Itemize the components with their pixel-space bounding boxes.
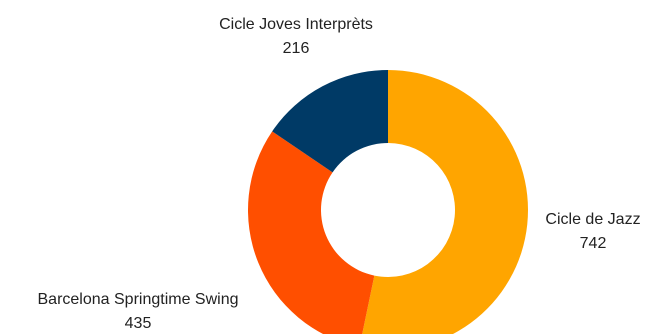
slice-label-value: 435 xyxy=(125,315,152,332)
slice-cicle-joves-interpr-ts xyxy=(272,70,388,173)
slice-label-name: Cicle Joves Interprèts xyxy=(219,16,373,33)
slice-barcelona-springtime-swing xyxy=(248,131,375,334)
donut-slices xyxy=(248,70,528,334)
slice-label-value: 216 xyxy=(283,40,310,57)
slice-cicle-de-jazz xyxy=(362,70,528,334)
slice-labels: Cicle de Jazz 742 Barcelona Springtime Swi… xyxy=(38,16,641,332)
slice-label-value: 742 xyxy=(580,235,607,252)
slice-label-name: Cicle de Jazz xyxy=(545,211,640,228)
slice-label-name: Barcelona Springtime Swing xyxy=(38,291,239,308)
